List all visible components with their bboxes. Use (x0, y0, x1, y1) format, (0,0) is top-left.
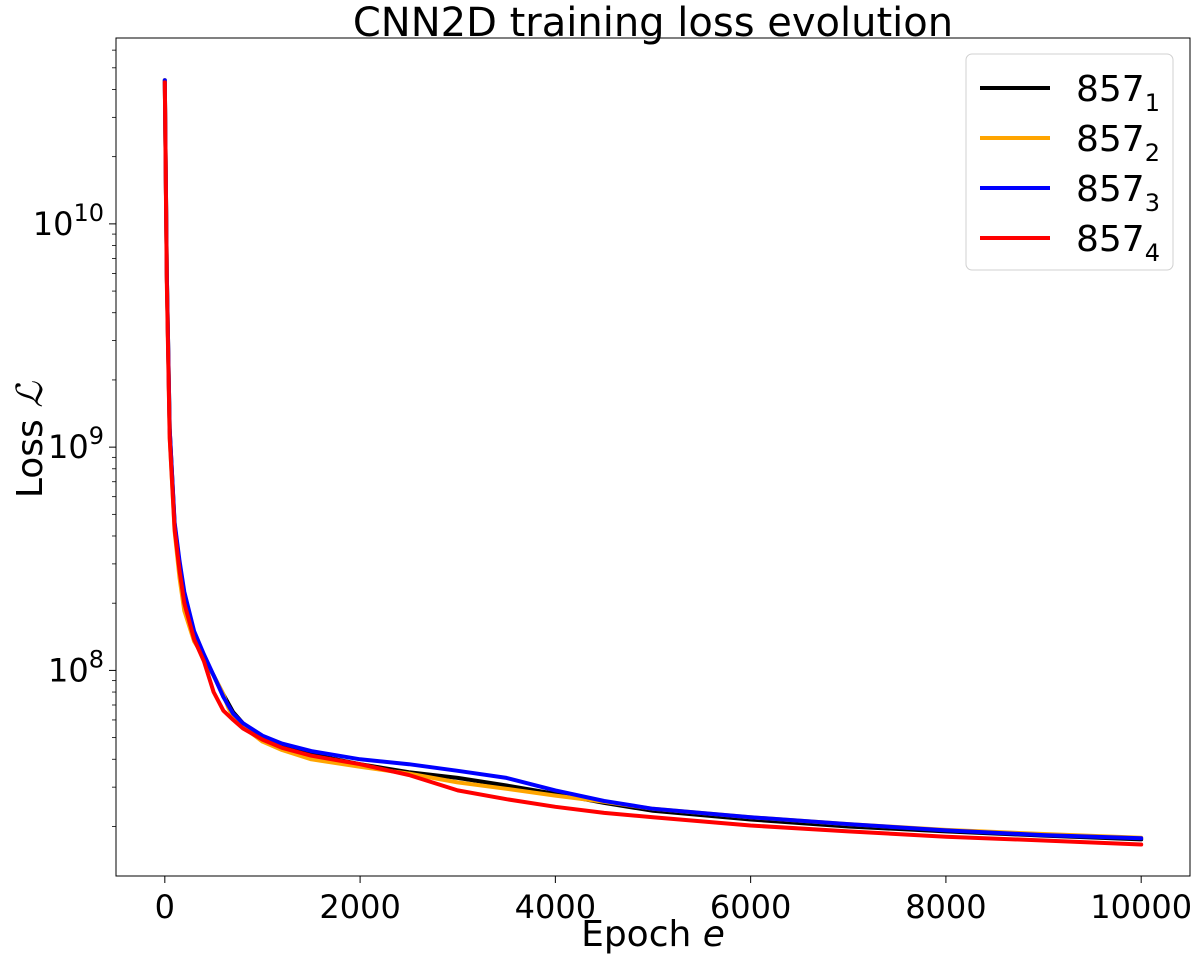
x-tick-label: 2000 (319, 888, 400, 926)
y-tick-exponent: 8 (89, 645, 104, 673)
y-tick-exponent: 10 (73, 199, 104, 227)
legend-label-name: 857 (1076, 69, 1145, 110)
legend-label: 8574 (1076, 219, 1160, 267)
plot-lines (162, 78, 1144, 847)
x-axis-label: Epoch e (581, 914, 725, 955)
legend-label: 8571 (1076, 69, 1160, 117)
legend-item: 8574 (980, 219, 1160, 267)
legend-label-subscript: 1 (1145, 89, 1160, 117)
x-tick-label: 4000 (515, 888, 596, 926)
y-axis-label: Loss ℒ (10, 381, 51, 498)
legend-label: 8572 (1076, 119, 1160, 167)
legend-label-name: 857 (1076, 219, 1145, 260)
chart-title: CNN2D training loss evolution (353, 0, 953, 46)
legend-label-subscript: 3 (1145, 189, 1160, 217)
legend-label-subscript: 4 (1145, 239, 1160, 267)
y-tick-base: 10 (33, 205, 74, 243)
y-tick-base: 10 (48, 651, 89, 689)
y-tick-label: 1010 (33, 199, 104, 243)
legend-item: 8572 (980, 119, 1160, 167)
series-line-4 (162, 80, 1144, 847)
legend-label-subscript: 2 (1145, 139, 1160, 167)
x-axis: 0 2000 4000 6000 8000 10000 (155, 876, 1192, 926)
legend-label-name: 857 (1076, 169, 1145, 210)
legend-label-name: 857 (1076, 119, 1145, 160)
y-axis-label-text: Loss (10, 408, 51, 498)
x-tick-label: 10000 (1090, 888, 1192, 926)
legend-item: 8571 (980, 69, 1160, 117)
y-tick-label: 108 (48, 645, 104, 689)
x-tick-label: 8000 (905, 888, 986, 926)
x-axis-label-text: Epoch (581, 914, 703, 955)
x-tick-label: 6000 (710, 888, 791, 926)
y-tick-exponent: 9 (89, 422, 104, 450)
legend-box (965, 53, 1174, 271)
legend-item: 8573 (980, 169, 1160, 217)
legend-label: 8573 (1076, 169, 1160, 217)
x-tick-label: 0 (155, 888, 175, 926)
y-tick-base: 10 (48, 428, 89, 466)
y-tick-label: 109 (48, 422, 104, 466)
y-axis-label-variable: ℒ (10, 381, 51, 408)
x-axis-label-variable: e (703, 914, 725, 955)
